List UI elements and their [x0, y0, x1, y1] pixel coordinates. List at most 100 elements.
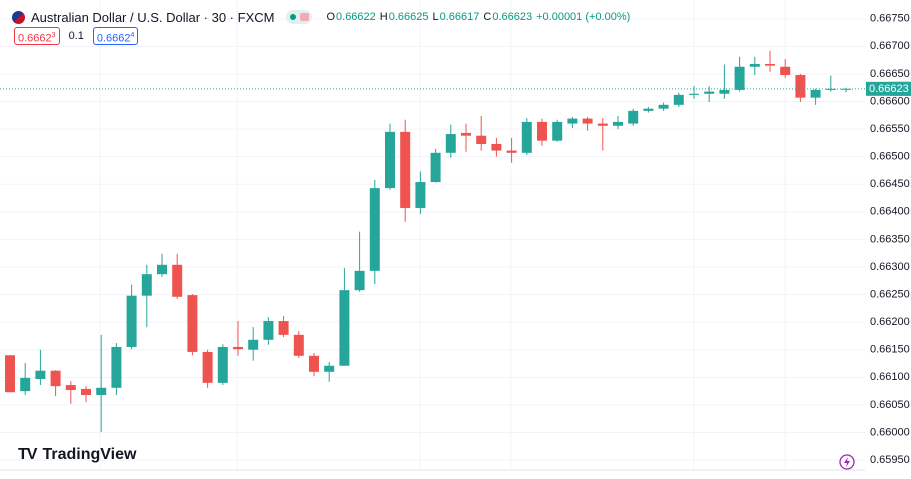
y-tick-label: 0.66300	[870, 261, 910, 273]
candle-body	[704, 91, 715, 94]
candle-body	[35, 370, 46, 379]
high-value: 0.66625	[388, 11, 429, 23]
y-tick-label: 0.66100	[870, 371, 910, 383]
y-tick-label: 0.66400	[870, 206, 910, 218]
candle-body	[81, 388, 91, 395]
candle-body	[689, 93, 699, 95]
candle-body	[658, 104, 669, 109]
low-label: L	[432, 11, 439, 23]
y-tick-label: 0.66550	[870, 123, 910, 135]
candle-body	[795, 75, 806, 98]
y-tick-label: 0.65950	[870, 454, 910, 466]
open-label: O	[326, 11, 336, 23]
candle-body	[521, 121, 532, 153]
candle-body	[233, 346, 243, 350]
candle-body	[673, 94, 684, 105]
high-label: H	[379, 11, 388, 23]
candle-body	[324, 365, 335, 372]
y-tick-label: 0.66250	[870, 288, 910, 300]
symbol-legend: Australian Dollar / U.S. Dollar · 30 · F…	[12, 8, 630, 26]
candle-body	[430, 152, 441, 183]
candle-body	[385, 131, 395, 189]
y-tick-label: 0.66050	[870, 399, 910, 411]
candle-body	[172, 264, 183, 297]
brand[interactable]: TV TradingView	[18, 446, 136, 464]
candle-body	[202, 351, 213, 383]
candle-body	[445, 134, 456, 153]
y-tick-label: 0.66500	[870, 151, 910, 163]
candle-body	[369, 188, 380, 271]
candle-body	[248, 339, 259, 350]
candle-body	[552, 121, 563, 141]
candle-body	[354, 270, 365, 291]
candle-body	[141, 274, 152, 296]
last-price-box-ext	[866, 81, 911, 96]
candle-body	[263, 321, 274, 340]
candle-body	[734, 66, 745, 90]
candle-body	[187, 295, 198, 352]
y-tick-label: 0.66200	[870, 316, 910, 328]
brand-name: TradingView	[42, 446, 137, 463]
candle-body	[339, 290, 350, 366]
buy-price: 0.6662	[96, 32, 131, 45]
candle-body	[400, 131, 411, 208]
candle-body	[597, 123, 608, 126]
candle-body	[278, 321, 289, 335]
symbol-icon	[12, 10, 25, 24]
indicator-icon-bolt	[844, 457, 850, 467]
candle-body	[613, 121, 623, 126]
candle-body	[491, 143, 502, 151]
y-tick-label: 0.66000	[870, 426, 910, 438]
candle-body	[810, 89, 821, 98]
symbol-title[interactable]: Australian Dollar / U.S. Dollar · 30 · F…	[31, 9, 275, 25]
candle-body	[415, 182, 426, 208]
candle-body	[506, 150, 517, 153]
candle-body	[765, 63, 775, 66]
market-status[interactable]	[286, 10, 313, 24]
candle-body	[476, 135, 487, 144]
candle-body	[719, 89, 730, 94]
candle-body	[293, 334, 304, 356]
candle-body	[157, 264, 167, 275]
candle-body	[749, 63, 760, 67]
spread: 0.1	[68, 30, 84, 42]
y-tick-label: 0.66350	[870, 233, 910, 245]
candle-body	[825, 88, 836, 90]
low-value: 0.66617	[439, 11, 480, 23]
buy-button[interactable]: 0.66624	[92, 27, 139, 45]
candle-body	[111, 346, 122, 388]
close-label: C	[483, 11, 492, 23]
change: +0.00001 (+0.00%)	[536, 11, 631, 23]
y-tick-label: 0.66650	[870, 68, 910, 80]
candle-body	[780, 66, 791, 76]
candle-body	[582, 118, 593, 124]
candle-body	[126, 295, 137, 347]
candle-body	[5, 355, 15, 393]
candle-body	[20, 377, 31, 392]
brand-logo: TV	[18, 446, 37, 463]
candle-body	[461, 132, 471, 136]
candle-body	[96, 387, 107, 395]
y-tick-label: 0.66450	[870, 178, 910, 190]
buy-digit: 4	[130, 32, 135, 39]
y-tick-label: 0.66750	[870, 13, 910, 25]
close-value: 0.66623	[492, 11, 533, 23]
candle-body	[628, 110, 639, 124]
candle-body	[65, 385, 76, 391]
y-tick-label: 0.66600	[870, 95, 910, 107]
sell-button[interactable]: 0.66623	[14, 27, 60, 45]
indicator-icon	[839, 454, 855, 470]
last-price-label: 0.66623	[869, 83, 909, 95]
y-tick-label: 0.66700	[870, 40, 910, 52]
candle-body	[643, 108, 654, 111]
sell-digit: 3	[51, 32, 56, 39]
y-tick-label: 0.66150	[870, 344, 910, 356]
candle-body	[567, 118, 578, 124]
candle-body	[309, 355, 319, 372]
sell-price: 0.6662	[18, 32, 52, 45]
candle-body	[537, 121, 547, 141]
candle-body	[217, 346, 228, 383]
trade-buttons: 0.66623 0.1 0.66624	[14, 27, 139, 45]
